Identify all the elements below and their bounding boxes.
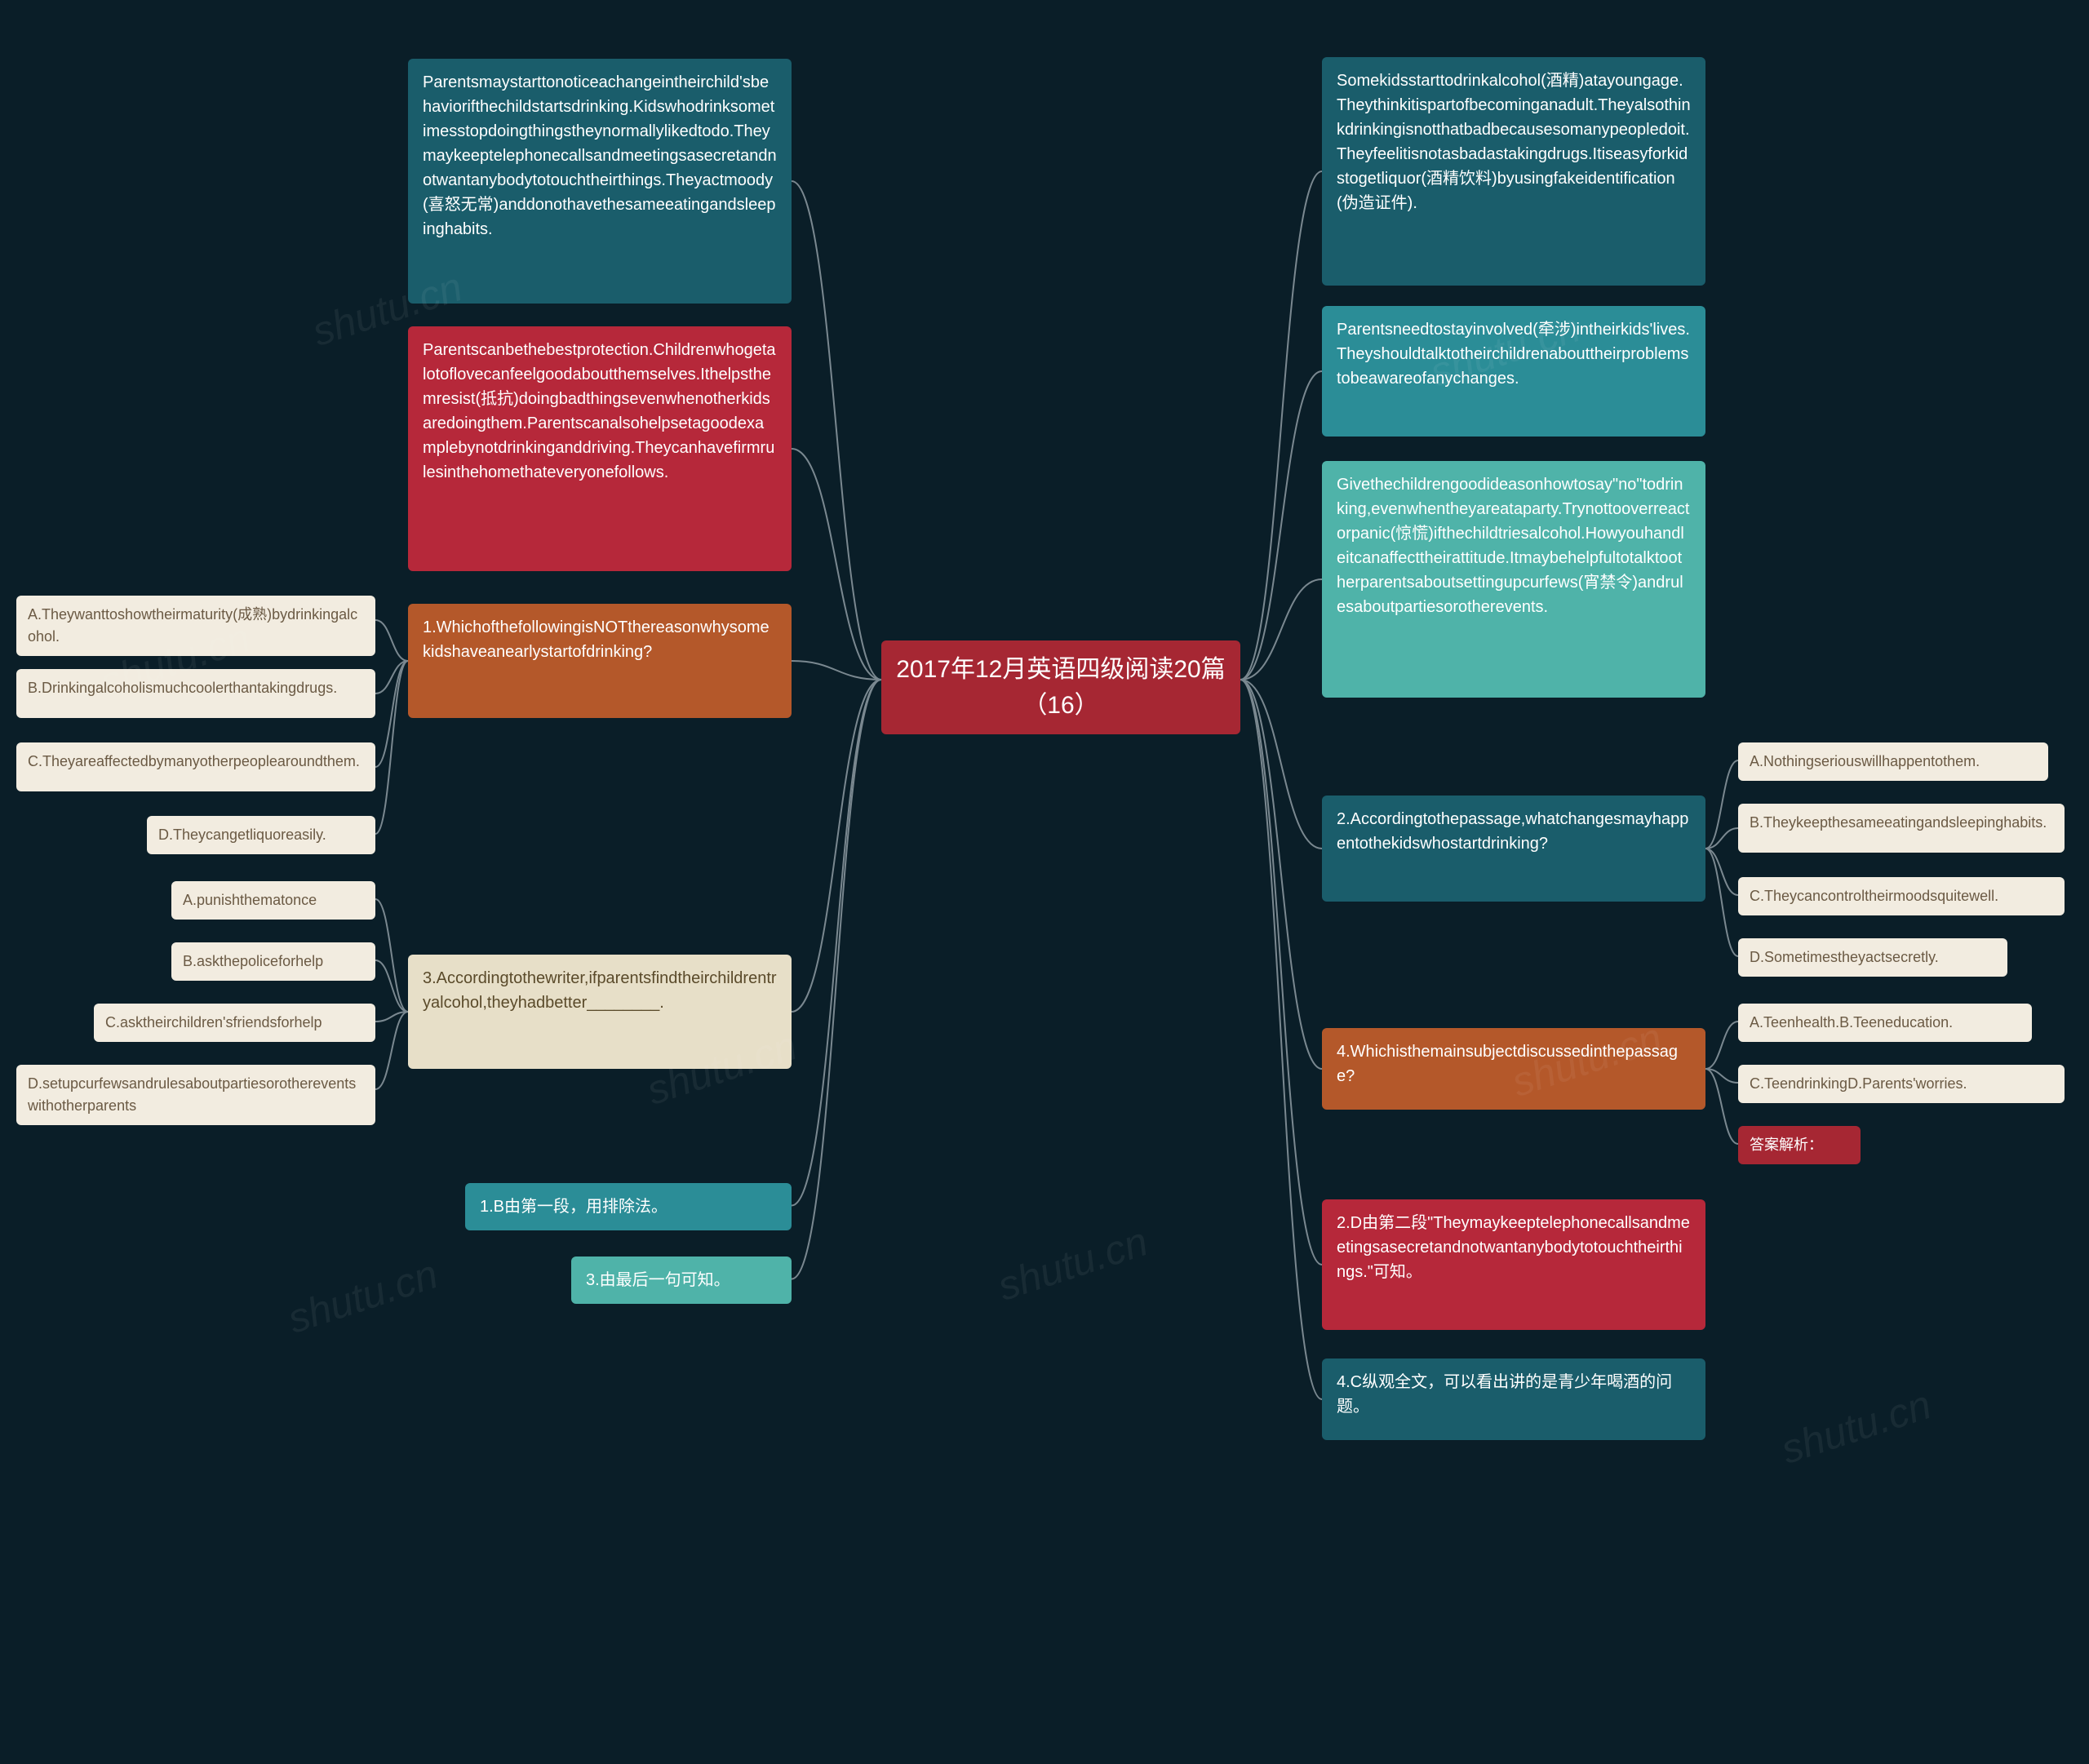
mindmap-node: Parentscanbethebestprotection.Childrenwh… [408,326,792,571]
mindmap-node: 3.由最后一句可知。 [571,1257,792,1304]
mindmap-node: 2.D由第二段"Theymaykeeptelephonecallsandmeet… [1322,1199,1705,1330]
mindmap-node: B.Drinkingalcoholismuchcoolerthantakingd… [16,669,375,718]
mindmap-node: C.Theyareaffectedbymanyotherpeoplearound… [16,742,375,791]
mindmap-node: Parentsneedtostayinvolved(牵涉)intheirkids… [1322,306,1705,437]
watermark: shutu.cn [992,1217,1154,1310]
mindmap-node: Parentsmaystarttonoticeachangeintheirchi… [408,59,792,304]
mindmap-node: 4.C纵观全文，可以看出讲的是青少年喝酒的问题。 [1322,1358,1705,1440]
mindmap-node: 3.Accordingtothewriter,ifparentsfindthei… [408,955,792,1069]
mindmap-node: A.Nothingseriouswillhappentothem. [1738,742,2048,781]
mindmap-node: 1.B由第一段，用排除法。 [465,1183,792,1230]
mindmap-node: Givethechildrengoodideasonhowtosay"no"to… [1322,461,1705,698]
mindmap-node: A.Teenhealth.B.Teeneducation. [1738,1004,2032,1042]
mindmap-node: C.TeendrinkingD.Parents'worries. [1738,1065,2065,1103]
mindmap-node: C.Theycancontroltheirmoodsquitewell. [1738,877,2065,915]
mindmap-node: D.setupcurfewsandrulesaboutpartiesorothe… [16,1065,375,1125]
watermark: shutu.cn [1776,1381,1937,1474]
mindmap-node: A.Theywanttoshowtheirmaturity(成熟)bydrink… [16,596,375,656]
mindmap-node: A.punishthematonce [171,881,375,920]
mindmap-node: 4.Whichisthemainsubjectdiscussedinthepas… [1322,1028,1705,1110]
mindmap-node: B.Theykeepthesameeatingandsleepinghabits… [1738,804,2065,853]
mindmap-node: C.asktheirchildren'sfriendsforhelp [94,1004,375,1042]
mindmap-node: 2.Accordingtothepassage,whatchangesmayha… [1322,796,1705,902]
mindmap-node: D.Sometimestheyactsecretly. [1738,938,2007,977]
root-node: 2017年12月英语四级阅读20篇（16） [881,640,1240,734]
mindmap-node: B.askthepoliceforhelp [171,942,375,981]
mindmap-node: 答案解析： [1738,1126,1861,1164]
mindmap-node: Somekidsstarttodrinkalcohol(酒精)atayounga… [1322,57,1705,286]
mindmap-node: D.Theycangetliquoreasily. [147,816,375,854]
mindmap-node: 1.WhichofthefollowingisNOTthereasonwhyso… [408,604,792,718]
watermark: shutu.cn [282,1250,444,1343]
